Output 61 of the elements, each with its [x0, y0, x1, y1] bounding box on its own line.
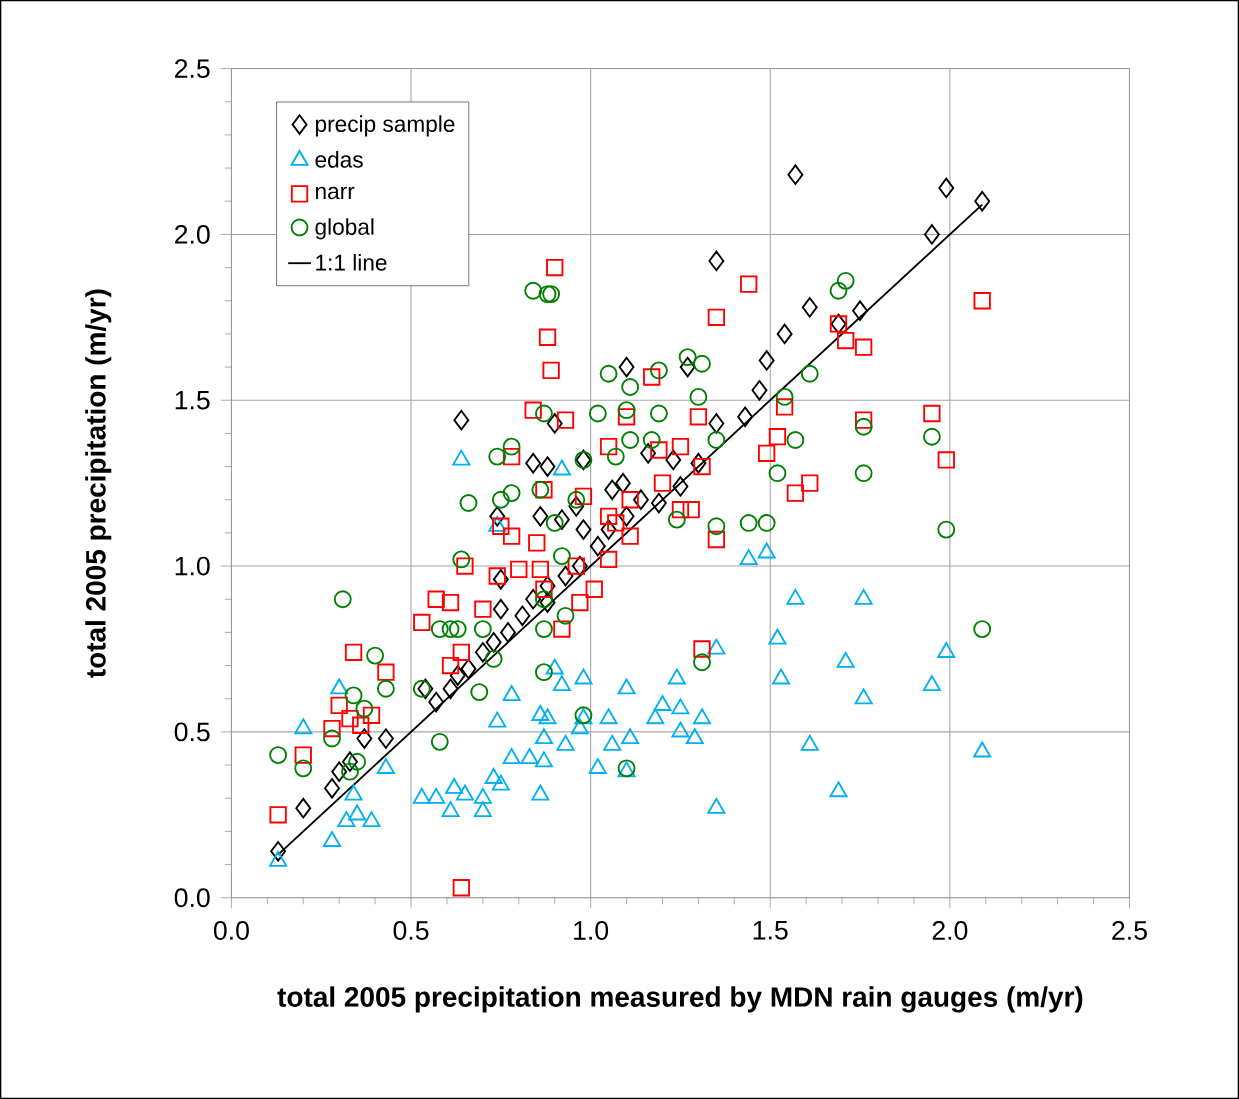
point	[539, 456, 556, 477]
point	[758, 350, 775, 371]
x-tick-label: 1.0	[574, 920, 609, 940]
y-tick-label: 0.0	[174, 888, 210, 908]
point	[356, 728, 373, 749]
point	[776, 323, 793, 345]
legend-label: narr	[316, 186, 355, 200]
point	[492, 598, 509, 620]
point	[460, 658, 477, 680]
x-tick-label: 2.0	[932, 920, 968, 940]
legend-label: edas	[315, 150, 363, 168]
point	[324, 777, 340, 799]
point	[514, 605, 531, 626]
point	[539, 592, 556, 613]
point	[525, 452, 542, 474]
point	[665, 449, 682, 471]
point	[787, 164, 804, 185]
point	[751, 379, 768, 401]
x-tick-label: 0.0	[213, 920, 249, 940]
y-tick-label: 1.0	[175, 556, 210, 576]
point	[708, 413, 725, 434]
point	[453, 409, 470, 431]
y-tick-label: 1.5	[175, 390, 210, 410]
point	[737, 406, 754, 427]
point	[618, 505, 635, 527]
x-axis-title: total 2005 precipitation measured by MDN rain gauges (m/yr)	[277, 986, 1083, 1013]
point	[377, 728, 394, 749]
point	[428, 691, 445, 713]
y-tick-label: 0.5	[174, 722, 210, 742]
y-tick-label: 2.0	[175, 224, 210, 244]
point	[589, 535, 606, 557]
point	[974, 190, 991, 212]
point	[532, 505, 549, 527]
point	[571, 555, 588, 577]
legend-label: precip sample	[315, 115, 455, 137]
x-tick-label: 0.5	[393, 920, 429, 940]
point	[852, 300, 868, 321]
point	[485, 632, 502, 653]
point	[500, 622, 516, 643]
x-tick-label: 2.5	[1112, 920, 1147, 940]
point	[618, 356, 635, 378]
y-tick-label: 2.5	[175, 59, 210, 78]
point	[557, 565, 574, 587]
point	[923, 224, 940, 245]
point	[295, 797, 312, 819]
y-axis-title: total 2005 precipitation (m/yr)	[85, 289, 112, 678]
point	[604, 479, 621, 500]
point	[801, 297, 818, 318]
point	[474, 641, 491, 663]
legend-label: global	[315, 218, 374, 240]
point	[442, 678, 459, 699]
point	[650, 492, 667, 514]
point	[270, 840, 287, 862]
point	[672, 476, 689, 497]
point	[525, 588, 542, 610]
legend-label: 1:1 line	[316, 253, 387, 271]
point	[938, 177, 955, 199]
point	[575, 519, 592, 540]
point	[708, 250, 725, 272]
x-tick-label: 1.5	[753, 920, 788, 940]
point	[615, 472, 631, 494]
